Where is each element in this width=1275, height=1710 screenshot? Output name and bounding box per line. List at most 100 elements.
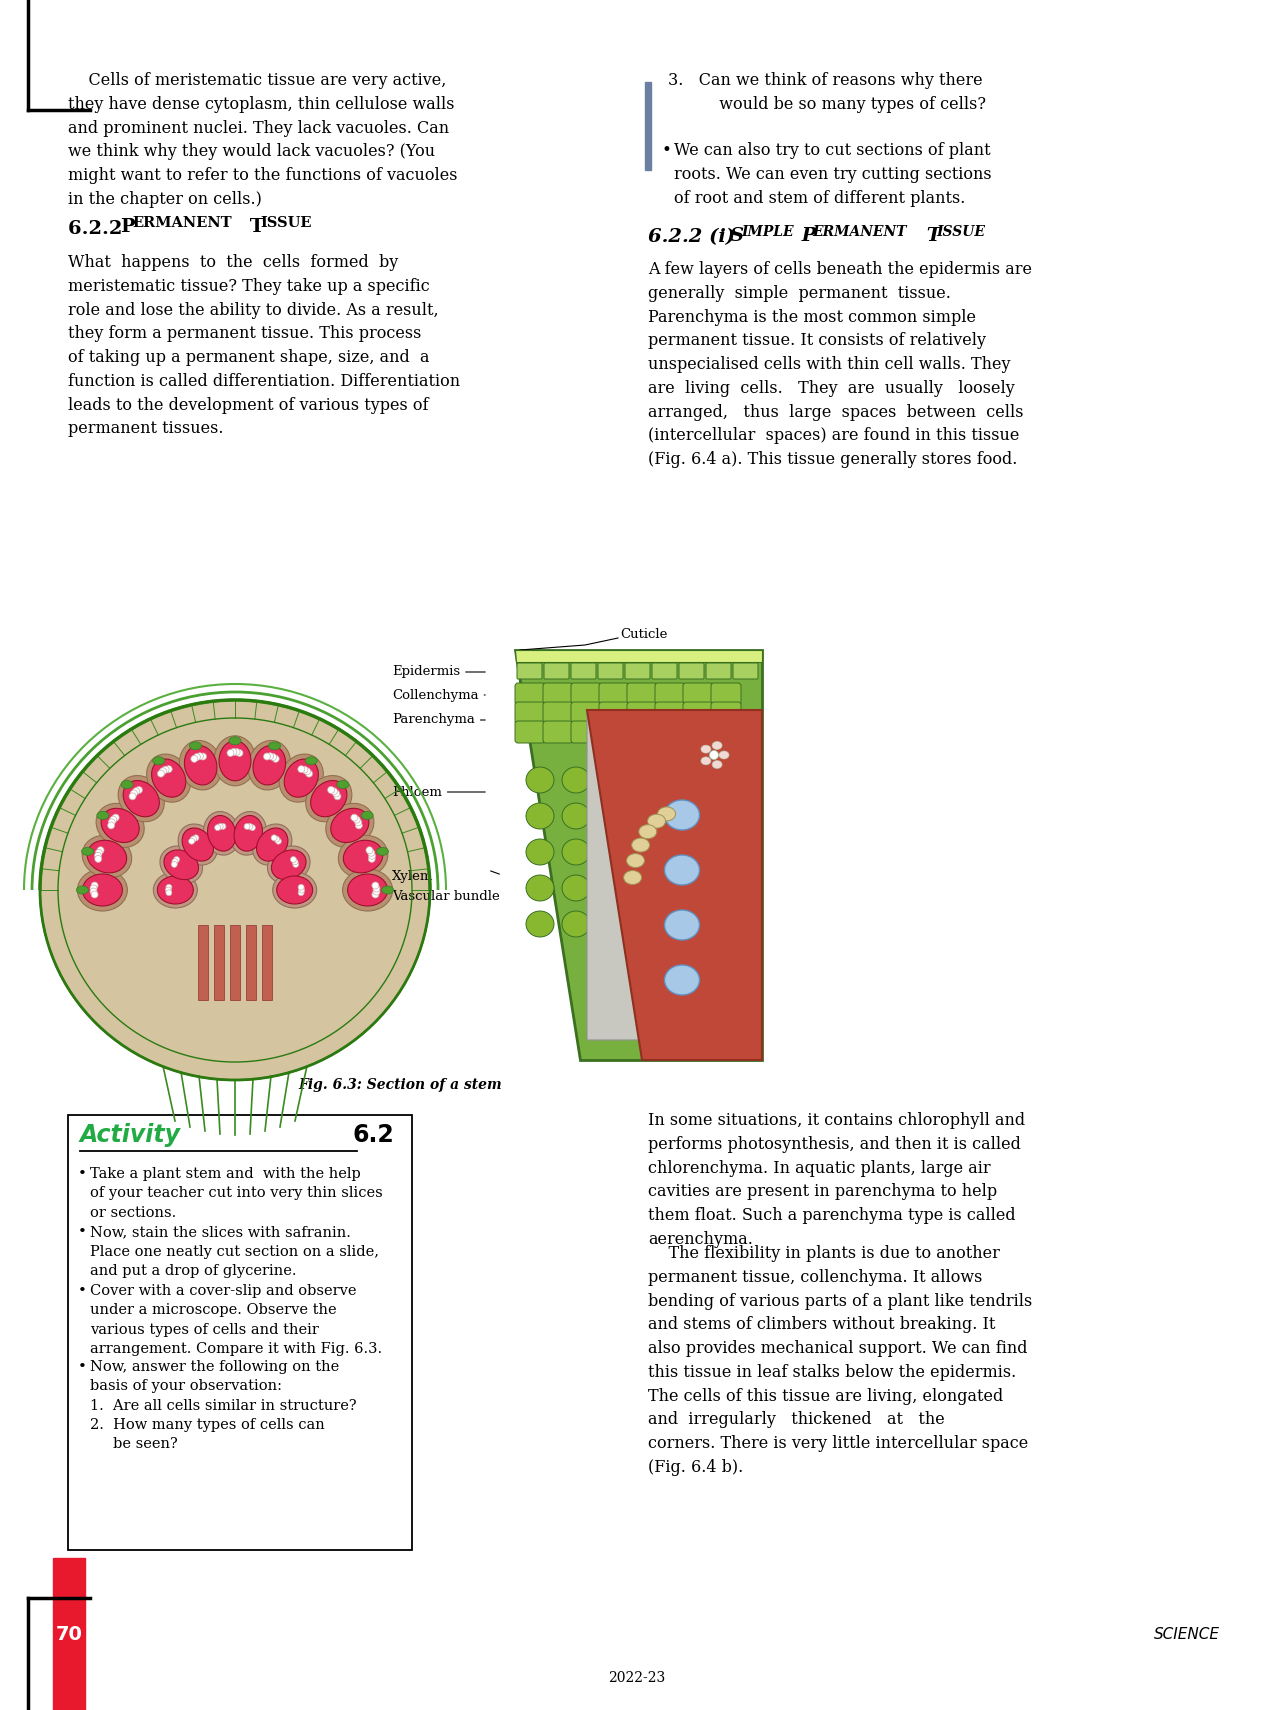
Ellipse shape	[664, 910, 700, 940]
Ellipse shape	[97, 812, 108, 819]
Ellipse shape	[272, 850, 306, 879]
Text: ERMANENT: ERMANENT	[812, 226, 907, 239]
FancyBboxPatch shape	[655, 682, 685, 705]
Ellipse shape	[598, 840, 626, 865]
Ellipse shape	[166, 766, 172, 773]
Ellipse shape	[87, 840, 126, 872]
Ellipse shape	[279, 754, 324, 802]
Bar	[230, 925, 240, 1000]
Ellipse shape	[306, 770, 312, 776]
Ellipse shape	[247, 824, 252, 829]
Ellipse shape	[159, 768, 167, 775]
Ellipse shape	[343, 840, 382, 872]
Ellipse shape	[204, 812, 240, 855]
Ellipse shape	[233, 749, 240, 756]
Ellipse shape	[221, 824, 226, 829]
Ellipse shape	[326, 804, 374, 848]
Ellipse shape	[91, 891, 98, 898]
Text: In some situations, it contains chlorophyll and
performs photosynthesis, and the: In some situations, it contains chloroph…	[648, 1112, 1025, 1248]
Text: Vascular bundle: Vascular bundle	[391, 889, 500, 903]
Ellipse shape	[166, 887, 171, 893]
Ellipse shape	[658, 807, 676, 821]
Ellipse shape	[664, 800, 700, 829]
Ellipse shape	[129, 793, 136, 800]
Ellipse shape	[701, 758, 711, 764]
Ellipse shape	[562, 768, 590, 793]
Text: Phloem: Phloem	[391, 785, 486, 799]
Ellipse shape	[159, 846, 203, 884]
Ellipse shape	[164, 850, 199, 879]
Ellipse shape	[272, 756, 279, 763]
Bar	[261, 925, 272, 1000]
Ellipse shape	[366, 846, 372, 853]
Ellipse shape	[598, 768, 626, 793]
Ellipse shape	[527, 804, 555, 829]
Ellipse shape	[230, 812, 266, 855]
Text: IMPLE: IMPLE	[741, 226, 793, 239]
Ellipse shape	[298, 889, 305, 896]
Ellipse shape	[368, 855, 375, 862]
Text: Xylem: Xylem	[391, 870, 434, 882]
FancyBboxPatch shape	[711, 722, 741, 744]
Ellipse shape	[706, 804, 734, 829]
Polygon shape	[515, 650, 762, 1060]
Ellipse shape	[91, 887, 97, 894]
Text: Fig. 6.3: Section of a stem: Fig. 6.3: Section of a stem	[298, 1077, 502, 1093]
Ellipse shape	[252, 746, 286, 785]
Ellipse shape	[249, 740, 291, 790]
Text: T: T	[921, 227, 941, 245]
Polygon shape	[515, 650, 762, 662]
Ellipse shape	[189, 838, 195, 845]
Ellipse shape	[338, 834, 388, 877]
Ellipse shape	[82, 834, 131, 877]
Ellipse shape	[333, 790, 339, 797]
Ellipse shape	[291, 857, 296, 862]
Ellipse shape	[133, 788, 139, 795]
Ellipse shape	[264, 752, 270, 759]
FancyBboxPatch shape	[683, 682, 713, 705]
Ellipse shape	[701, 746, 711, 752]
Ellipse shape	[664, 855, 700, 886]
Ellipse shape	[372, 882, 379, 889]
Text: P: P	[120, 217, 135, 236]
Ellipse shape	[562, 876, 590, 901]
Ellipse shape	[191, 756, 198, 763]
Text: ISSUE: ISSUE	[936, 226, 986, 239]
Text: Take a plant stem and  with the help
of your teacher cut into very thin slices
o: Take a plant stem and with the help of y…	[91, 1166, 382, 1219]
Bar	[246, 925, 256, 1000]
Ellipse shape	[166, 889, 172, 896]
FancyBboxPatch shape	[598, 663, 623, 679]
Bar	[198, 925, 208, 1000]
Ellipse shape	[94, 855, 102, 862]
Text: NCERT
not to
be repub
lished: NCERT not to be repub lished	[260, 797, 400, 923]
Ellipse shape	[130, 790, 138, 797]
Polygon shape	[586, 710, 762, 1060]
Text: •: •	[78, 1359, 87, 1375]
Ellipse shape	[272, 834, 277, 841]
Ellipse shape	[236, 749, 244, 756]
Ellipse shape	[269, 742, 280, 751]
Ellipse shape	[713, 742, 722, 749]
Text: Now, answer the following on the
basis of your observation:
1.  Are all cells si: Now, answer the following on the basis o…	[91, 1359, 357, 1452]
FancyBboxPatch shape	[571, 663, 595, 679]
FancyBboxPatch shape	[711, 703, 741, 723]
Ellipse shape	[719, 751, 729, 759]
Ellipse shape	[669, 840, 697, 865]
Ellipse shape	[107, 823, 115, 829]
Ellipse shape	[250, 824, 255, 831]
Ellipse shape	[298, 884, 305, 891]
Ellipse shape	[275, 838, 282, 845]
FancyBboxPatch shape	[627, 682, 657, 705]
Ellipse shape	[648, 814, 666, 828]
Ellipse shape	[306, 776, 352, 823]
Ellipse shape	[634, 840, 662, 865]
Text: SCIENCE: SCIENCE	[1154, 1626, 1220, 1642]
Ellipse shape	[631, 838, 650, 852]
Ellipse shape	[214, 824, 221, 831]
FancyBboxPatch shape	[599, 722, 629, 744]
Ellipse shape	[244, 824, 250, 829]
Ellipse shape	[268, 846, 310, 884]
FancyBboxPatch shape	[515, 722, 544, 744]
Ellipse shape	[328, 787, 334, 793]
Ellipse shape	[219, 740, 251, 781]
